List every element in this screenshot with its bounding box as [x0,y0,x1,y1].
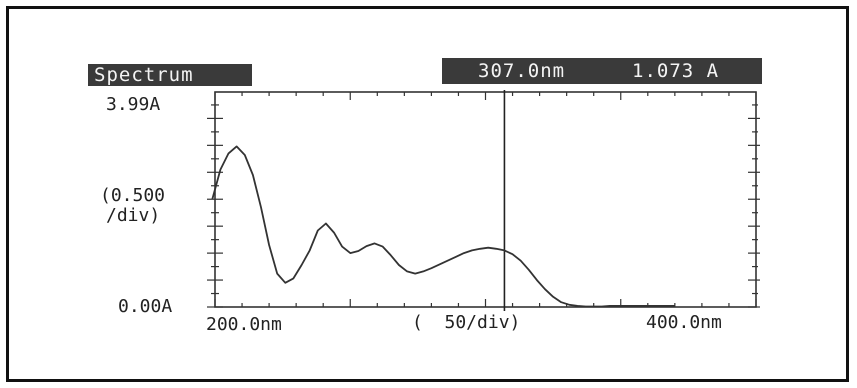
y-axis-min-label: 0.00A [118,296,173,317]
y-scale-label-line2: /div) [106,205,161,226]
cursor-wavelength: 307.0nm [478,60,566,82]
x-scale-label: ( 50/div) [412,312,521,333]
spectrum-line-0 [211,145,675,308]
y-scale-label-line1: (0.500 [100,185,166,206]
x-axis-max-label: 400.0nm [646,312,722,333]
cursor-readout: 307.0nm 1.073 A [442,58,762,84]
spectrum-title: Spectrum [88,64,252,86]
y-axis-max-label: 3.99A [106,94,161,115]
cursor-absorbance: 1.073 A [632,60,720,82]
x-axis-min-label: 200.0nm [206,314,282,335]
